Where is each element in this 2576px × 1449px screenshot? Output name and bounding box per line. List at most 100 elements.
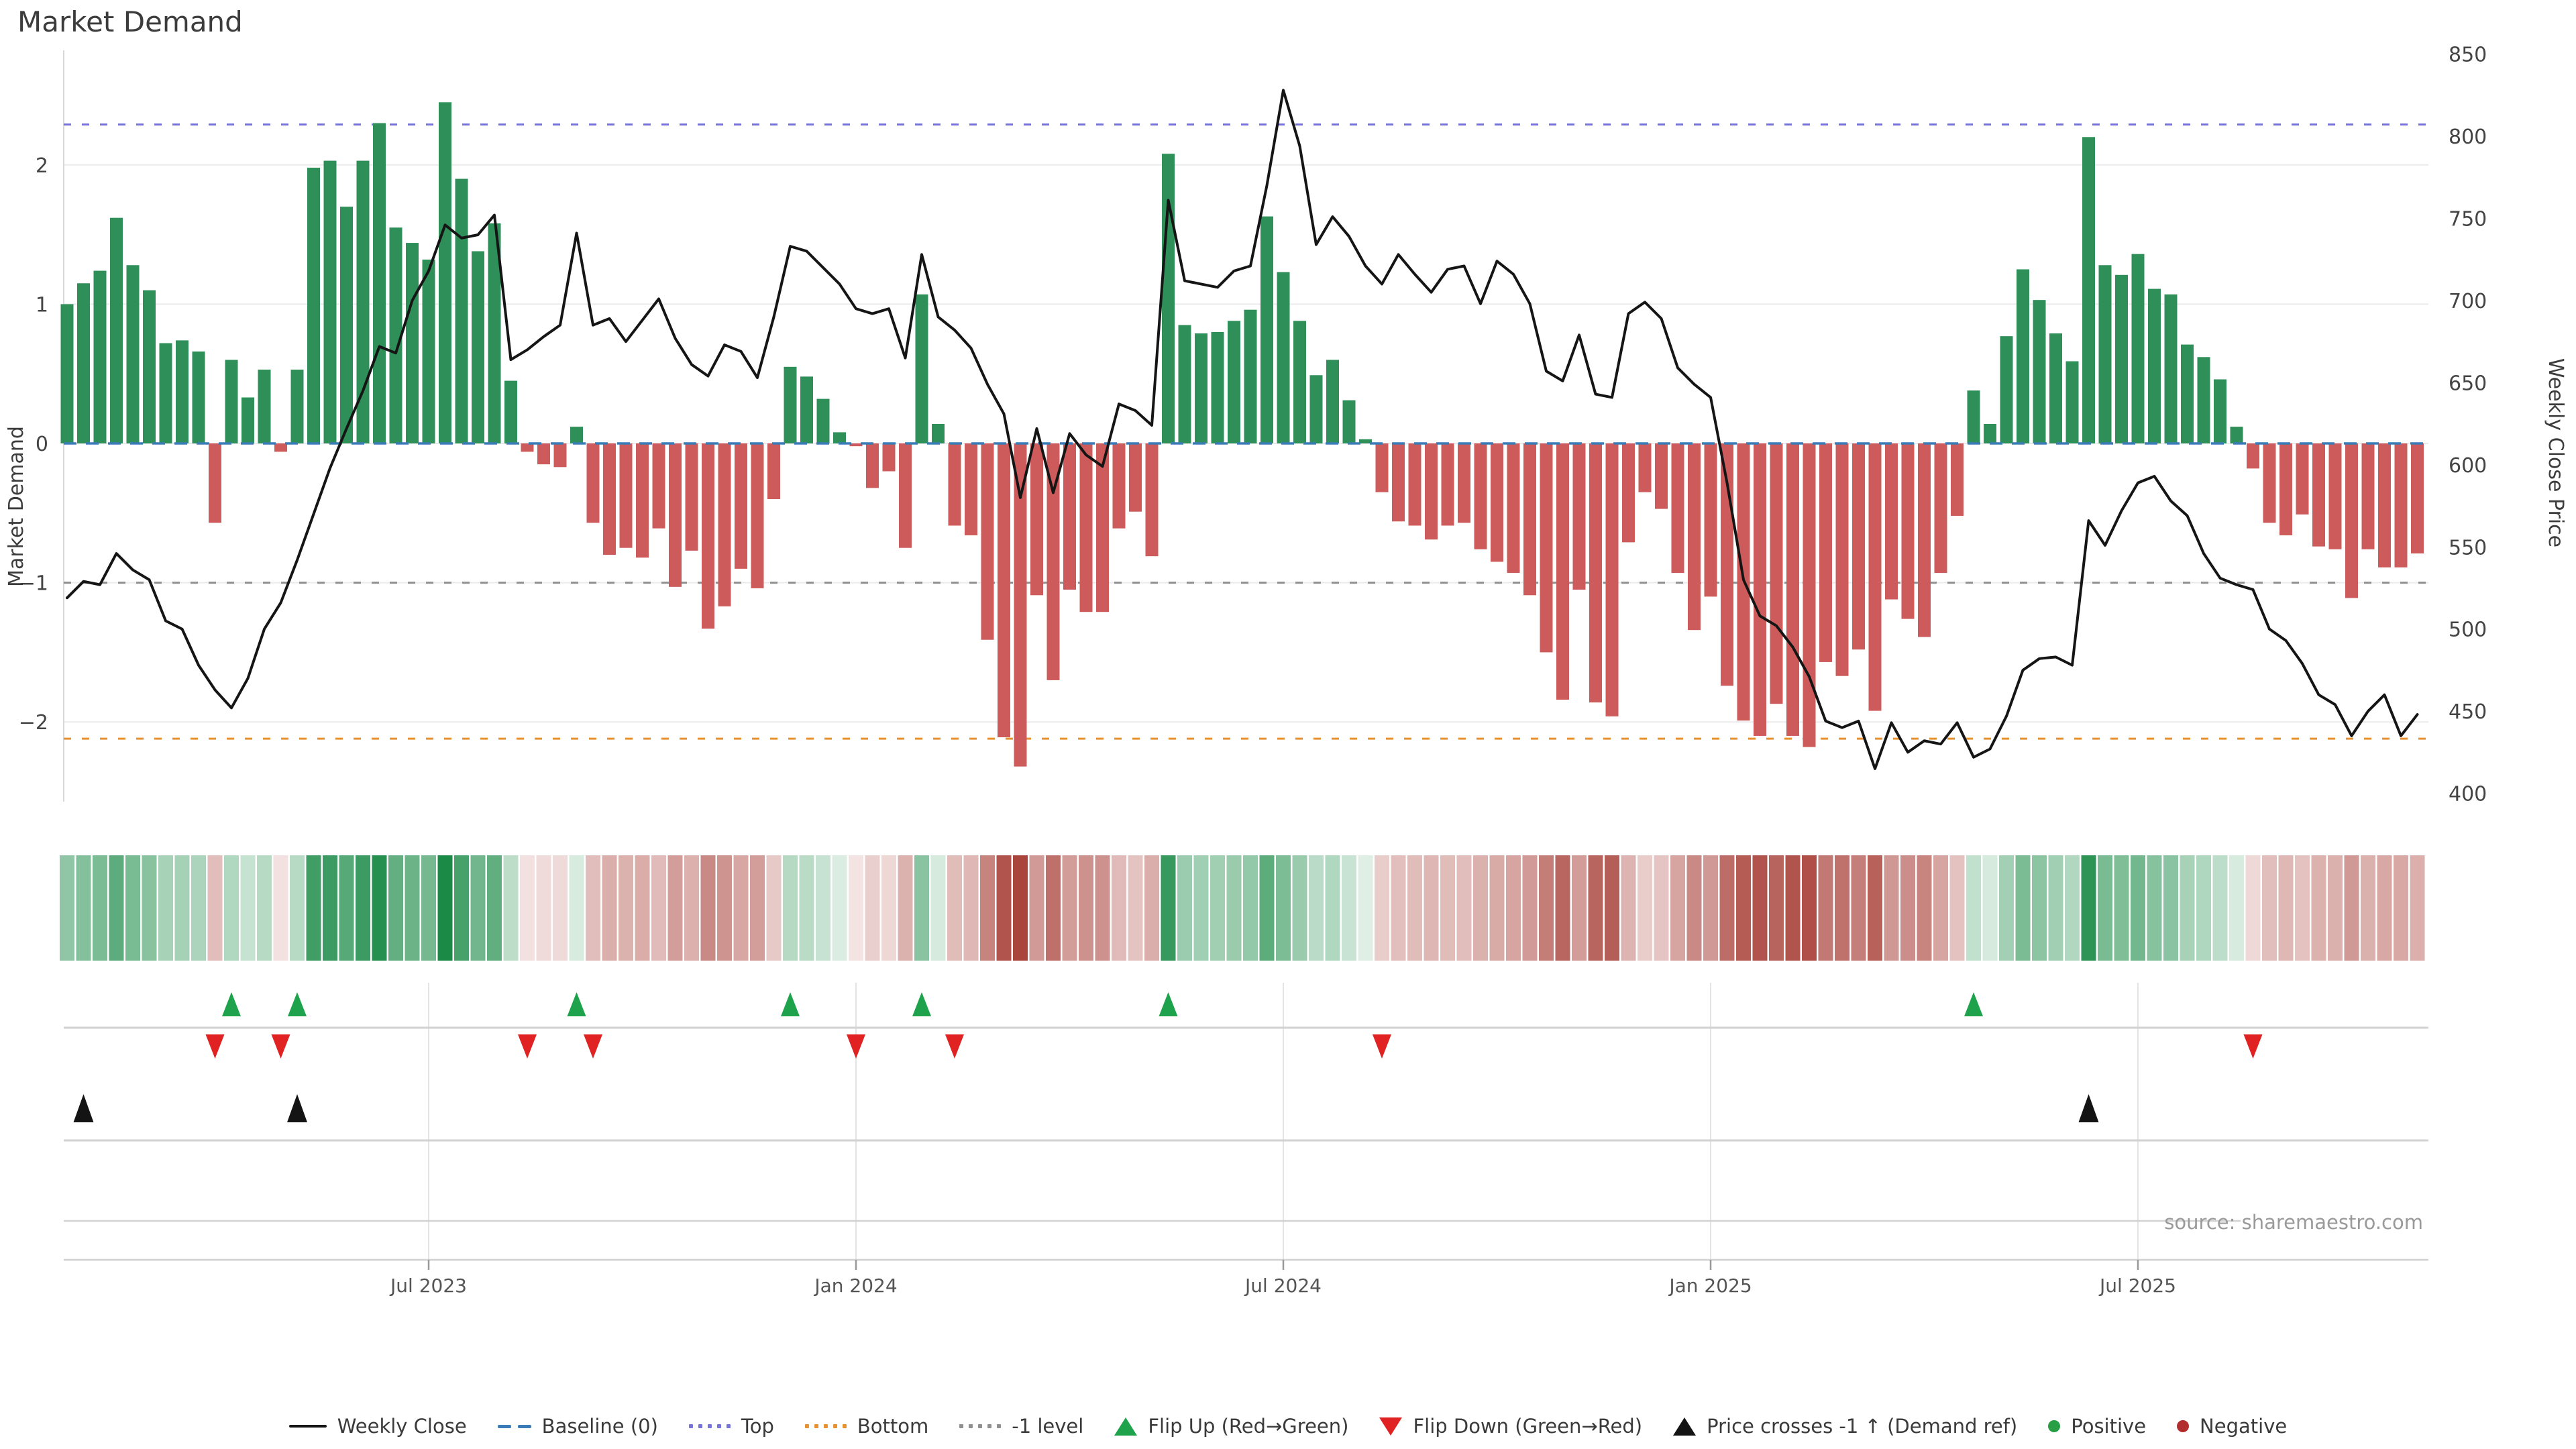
- demand-bar: [176, 340, 189, 443]
- price-cross-marker: [287, 1094, 307, 1122]
- legend-item-1: Baseline (0): [497, 1415, 658, 1438]
- legend-label: Negative: [2200, 1415, 2288, 1438]
- heatmap-cell: [76, 855, 91, 961]
- demand-bar: [373, 123, 386, 443]
- heatmap-cell: [1522, 855, 1538, 961]
- heatmap-cell: [273, 855, 288, 961]
- heatmap-cell: [257, 855, 272, 961]
- legend-dashes-glyph: [497, 1424, 531, 1428]
- legend-label: Flip Down (Green→Red): [1413, 1415, 1643, 1438]
- demand-bar: [1786, 443, 1799, 736]
- demand-bar: [833, 432, 846, 443]
- heatmap-cell: [1572, 855, 1587, 961]
- heatmap-cell: [60, 855, 74, 961]
- heatmap-cell: [109, 855, 124, 961]
- legend-dots-glyph: [688, 1424, 731, 1428]
- flip-down-marker: [205, 1034, 225, 1059]
- heatmap-cell: [930, 855, 946, 961]
- heatmap-cell: [536, 855, 551, 961]
- heatmap-cell: [881, 855, 896, 961]
- right-axis-tick: 400: [2449, 783, 2487, 806]
- demand-bar: [1934, 443, 1947, 574]
- heatmap-cell: [766, 855, 782, 961]
- legend-circle-glyph: [2048, 1420, 2061, 1432]
- demand-bar: [60, 304, 74, 443]
- heatmap-cell: [1835, 855, 1849, 961]
- heatmap-cell: [487, 855, 502, 961]
- demand-bar: [209, 443, 221, 523]
- heatmap-cell: [2196, 855, 2211, 961]
- heatmap-cell: [388, 855, 403, 961]
- heatmap-cell: [2394, 855, 2408, 961]
- heatmap-cell: [1917, 855, 1932, 961]
- demand-bar: [537, 443, 550, 465]
- demand-bar: [1392, 443, 1405, 522]
- demand-bar: [1228, 321, 1240, 443]
- demand-bar: [1326, 360, 1339, 443]
- demand-bar: [603, 443, 616, 555]
- demand-bar: [2230, 427, 2243, 443]
- demand-bar: [2082, 137, 2095, 443]
- heatmap-cell: [1884, 855, 1899, 961]
- heatmap-cell: [1982, 855, 1998, 961]
- price-cross-marker: [73, 1094, 94, 1122]
- demand-bar: [1491, 443, 1503, 562]
- demand-bar: [1458, 443, 1470, 523]
- legend-circle-glyph: [2177, 1420, 2190, 1432]
- demand-bar: [389, 227, 402, 443]
- demand-bar: [1474, 443, 1487, 549]
- heatmap-cell: [2114, 855, 2129, 961]
- legend-label: -1 level: [1012, 1415, 1084, 1438]
- heatmap-cell: [1193, 855, 1209, 961]
- heatmap-cell: [2295, 855, 2310, 961]
- left-axis-tick: −1: [19, 572, 48, 596]
- heatmap-cell: [2048, 855, 2063, 961]
- flip-down-marker: [847, 1034, 865, 1059]
- legend-triangle-up-glyph: [1673, 1417, 1697, 1436]
- heatmap-cell: [1292, 855, 1307, 961]
- price-line: [66, 89, 2419, 770]
- demand-bar: [2181, 344, 2194, 443]
- heatmap-cell: [1079, 855, 1093, 961]
- x-axis-tick-label: Jul 2025: [2098, 1275, 2176, 1297]
- demand-bar: [1967, 390, 1980, 443]
- demand-bar: [2148, 288, 2161, 443]
- demand-bar: [2000, 336, 2013, 443]
- demand-bar: [2164, 294, 2178, 443]
- heatmap-cell: [1686, 855, 1702, 961]
- legend-dots-glyph: [804, 1424, 847, 1428]
- heatmap-cell: [2032, 855, 2047, 961]
- heatmap-cell: [1375, 855, 1389, 961]
- legend-line-glyph: [288, 1425, 327, 1428]
- heatmap-cell: [996, 855, 1012, 961]
- heatmap-cell: [1703, 855, 1718, 961]
- heatmap-cell: [1358, 855, 1373, 961]
- demand-bar: [2214, 379, 2226, 443]
- heatmap-cell: [437, 855, 453, 961]
- heatmap-cell: [700, 855, 716, 961]
- demand-bar: [1523, 443, 1536, 596]
- flip-up-marker: [567, 992, 586, 1016]
- demand-bar: [2378, 443, 2391, 568]
- heatmap-cell: [93, 855, 107, 961]
- legend-label: Positive: [2071, 1415, 2147, 1438]
- demand-bar: [1622, 443, 1635, 543]
- heatmap-cell: [619, 855, 633, 961]
- heatmap-cell: [174, 855, 190, 961]
- heatmap-cell: [454, 855, 469, 961]
- legend-item-7: Price crosses -1 ↑ (Demand ref): [1673, 1415, 2017, 1438]
- heatmap-cell: [586, 855, 600, 961]
- demand-bar: [2411, 443, 2424, 554]
- demand-bar: [1885, 443, 1898, 600]
- demand-bar: [882, 443, 896, 472]
- heatmap-cell: [1539, 855, 1554, 961]
- demand-bar: [1129, 443, 1142, 512]
- demand-bar: [2312, 443, 2325, 547]
- heatmap-cell: [1259, 855, 1275, 961]
- heatmap-cell: [602, 855, 617, 961]
- demand-bar: [816, 398, 830, 443]
- demand-bar: [784, 366, 797, 443]
- demand-bar: [1572, 443, 1586, 590]
- demand-bar: [1162, 154, 1175, 443]
